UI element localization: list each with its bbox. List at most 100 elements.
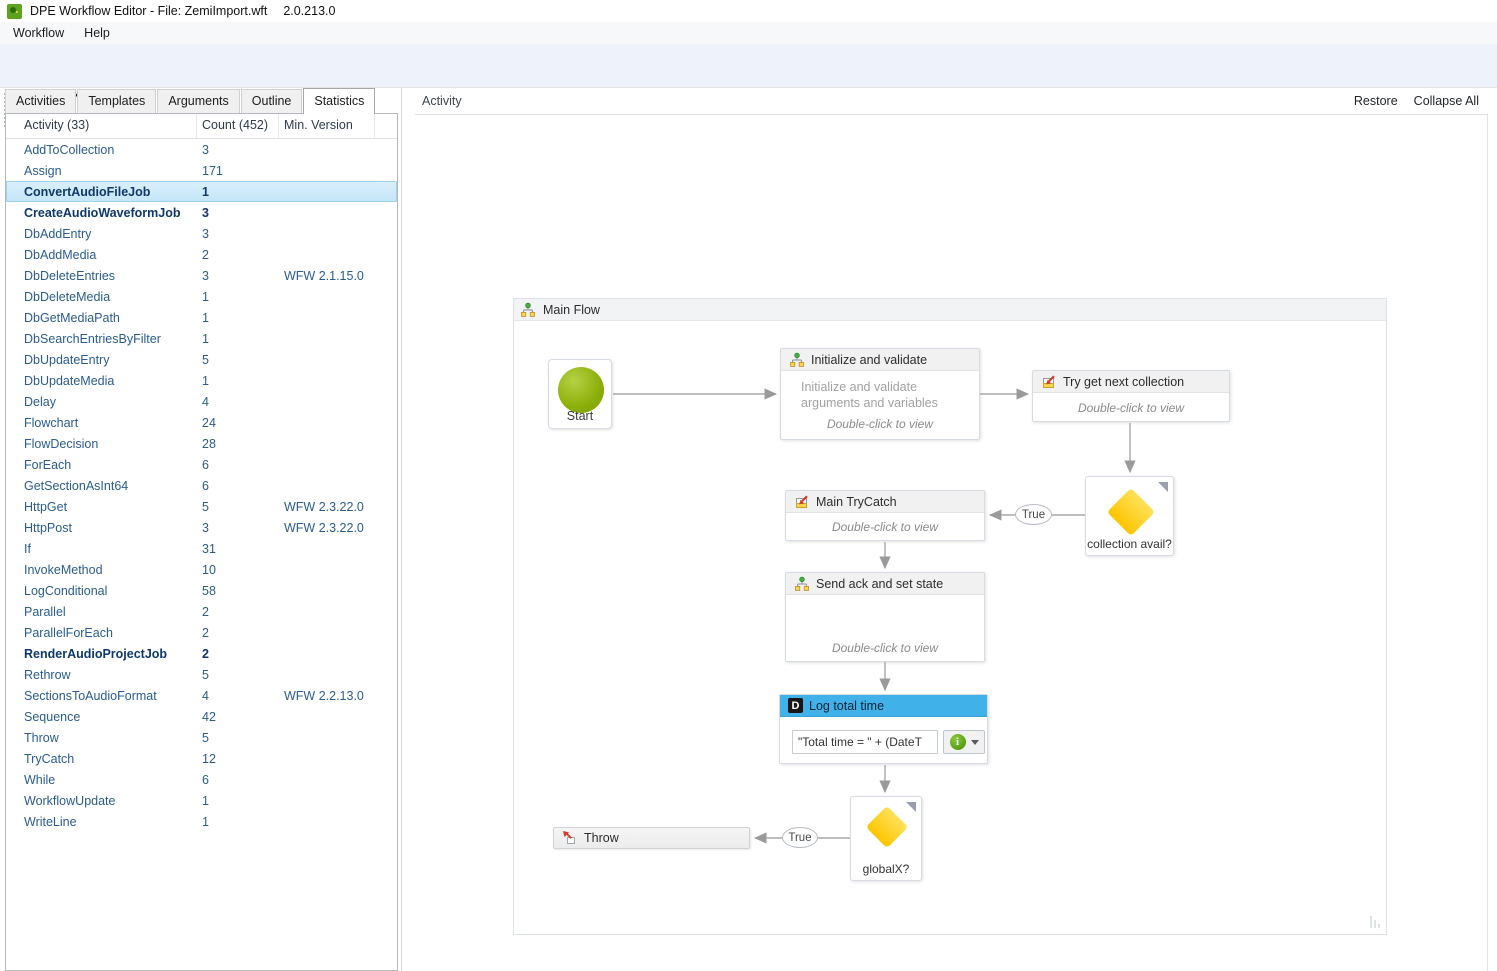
try-get-next-collection-node[interactable]: Try get next collection Double-click to …	[1032, 370, 1230, 422]
table-row[interactable]: GetSectionAsInt64 6	[6, 475, 397, 496]
cell-min-version: WFW 2.1.15.0	[284, 268, 364, 283]
restore-button[interactable]: Restore	[1353, 94, 1398, 108]
cell-activity: ForEach	[24, 457, 72, 472]
trycatch-icon	[1043, 374, 1055, 388]
cell-count: 12	[202, 751, 216, 766]
log-total-time-node[interactable]: D Log total time i	[779, 694, 988, 764]
cell-count: 2	[202, 604, 209, 619]
cell-activity: Parallel	[24, 604, 66, 619]
table-row[interactable]: Parallel 2	[6, 601, 397, 622]
table-row[interactable]: SectionsToAudioFormat 4 WFW 2.2.13.0	[6, 685, 397, 706]
column-header-count[interactable]: Count (452)	[197, 114, 279, 138]
globalx-decision-node[interactable]: globalX?	[850, 796, 922, 881]
cell-activity: TryCatch	[24, 751, 75, 766]
table-row[interactable]: AddToCollection 3	[6, 139, 397, 160]
cell-count: 4	[202, 394, 209, 409]
table-row[interactable]: HttpGet 5 WFW 2.3.22.0	[6, 496, 397, 517]
cell-count: 1	[202, 814, 209, 829]
table-row[interactable]: WorkflowUpdate 1	[6, 790, 397, 811]
tab-statistics[interactable]: Statistics	[303, 88, 376, 114]
panel-splitter[interactable]	[401, 88, 402, 971]
cell-count: 31	[202, 541, 216, 556]
log-expression-input[interactable]	[792, 730, 938, 754]
cell-count: 42	[202, 709, 216, 724]
table-row[interactable]: DbGetMediaPath 1	[6, 307, 397, 328]
table-row[interactable]: ConvertAudioFileJob 1	[6, 181, 397, 202]
table-row[interactable]: FlowDecision 28	[6, 433, 397, 454]
resize-grip-icon[interactable]	[1367, 915, 1380, 928]
table-row[interactable]: While 6	[6, 769, 397, 790]
menu-help[interactable]: Help	[84, 26, 110, 40]
cell-count: 1	[202, 184, 209, 199]
cell-count: 5	[202, 730, 209, 745]
column-header-min-version[interactable]: Min. Version	[279, 114, 375, 138]
table-row[interactable]: Flowchart 24	[6, 412, 397, 433]
table-row[interactable]: DbUpdateEntry 5	[6, 349, 397, 370]
tab-outline[interactable]: Outline	[240, 89, 303, 113]
table-row[interactable]: DbDeleteMedia 1	[6, 286, 397, 307]
table-row[interactable]: WriteLine 1	[6, 811, 397, 832]
table-row[interactable]: Sequence 42	[6, 706, 397, 727]
table-row[interactable]: DbSearchEntriesByFilter 1	[6, 328, 397, 349]
table-row[interactable]: InvokeMethod 10	[6, 559, 397, 580]
table-row[interactable]: Rethrow 5	[6, 664, 397, 685]
left-panel-tabs: Activities Templates Arguments Outline S…	[5, 88, 376, 114]
throw-node[interactable]: Throw	[553, 827, 750, 849]
cell-count: 5	[202, 667, 209, 682]
column-header-activity[interactable]: Activity (33)	[19, 114, 197, 138]
chevron-down-icon	[970, 739, 979, 745]
edge-label-true: True	[782, 827, 818, 848]
node-title: Try get next collection	[1063, 374, 1185, 389]
double-click-hint: Double-click to view	[826, 417, 934, 431]
menu-workflow[interactable]: Workflow	[13, 26, 65, 40]
cell-activity: DbUpdateEntry	[24, 352, 110, 367]
log-level-dropdown[interactable]: i	[943, 730, 985, 754]
table-row[interactable]: DbAddMedia 2	[6, 244, 397, 265]
tab-activities[interactable]: Activities	[5, 89, 77, 113]
cell-min-version: WFW 2.3.22.0	[284, 499, 364, 514]
start-node[interactable]: Start	[548, 359, 612, 429]
cell-activity: FlowDecision	[24, 436, 99, 451]
table-row[interactable]: DbUpdateMedia 1	[6, 370, 397, 391]
table-row[interactable]: DbDeleteEntries 3 WFW 2.1.15.0	[6, 265, 397, 286]
tab-arguments[interactable]: Arguments	[157, 89, 240, 113]
node-title: Log total time	[809, 698, 885, 713]
info-icon: i	[949, 734, 966, 750]
node-title: Initialize and validate	[811, 352, 928, 367]
table-row[interactable]: Assign 171	[6, 160, 397, 181]
collapse-corner-icon[interactable]	[906, 802, 916, 812]
table-row[interactable]: ParallelForEach 2	[6, 622, 397, 643]
edge-label-true: True	[1015, 504, 1052, 525]
cell-count: 2	[202, 247, 209, 262]
table-row[interactable]: CreateAudioWaveformJob 3	[6, 202, 397, 223]
tab-templates[interactable]: Templates	[77, 89, 157, 113]
cell-activity: DbAddEntry	[24, 226, 92, 241]
collapse-all-button[interactable]: Collapse All	[1413, 94, 1479, 108]
cell-min-version: WFW 2.2.13.0	[284, 688, 364, 703]
cell-count: 171	[202, 163, 223, 178]
collapse-corner-icon[interactable]	[1158, 482, 1168, 492]
table-row[interactable]: HttpPost 3 WFW 2.3.22.0	[6, 517, 397, 538]
cell-count: 3	[202, 226, 209, 241]
table-row[interactable]: ForEach 6	[6, 454, 397, 475]
cell-activity: Delay	[24, 394, 56, 409]
decision-diamond-icon	[865, 805, 909, 849]
table-row[interactable]: TryCatch 12	[6, 748, 397, 769]
table-row[interactable]: LogConditional 58	[6, 580, 397, 601]
throw-icon	[563, 831, 575, 844]
cell-activity: DbUpdateMedia	[24, 373, 115, 388]
table-row[interactable]: RenderAudioProjectJob 2	[6, 643, 397, 664]
cell-count: 10	[202, 562, 216, 577]
node-header: Main TryCatch	[786, 491, 984, 513]
send-ack-and-set-state-node[interactable]: Send ack and set state Double-click to v…	[785, 572, 985, 662]
initialize-and-validate-node[interactable]: Initialize and validate Initialize and v…	[780, 348, 980, 440]
collection-avail-decision-node[interactable]: collection avail?	[1085, 476, 1174, 556]
table-row[interactable]: Throw 5	[6, 727, 397, 748]
main-trycatch-node[interactable]: Main TryCatch Double-click to view	[785, 490, 985, 541]
cell-count: 2	[202, 625, 209, 640]
table-row[interactable]: DbAddEntry 3	[6, 223, 397, 244]
table-row[interactable]: Delay 4	[6, 391, 397, 412]
flowchart-icon	[790, 352, 804, 367]
cell-activity: DbAddMedia	[24, 247, 97, 262]
table-row[interactable]: If 31	[6, 538, 397, 559]
